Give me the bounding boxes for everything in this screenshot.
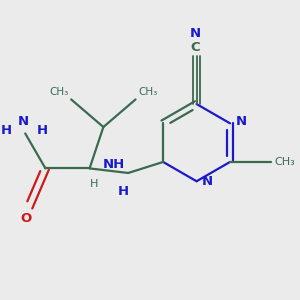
Text: C: C bbox=[191, 41, 200, 54]
Text: N: N bbox=[202, 175, 213, 188]
Text: N: N bbox=[190, 27, 201, 40]
Text: H: H bbox=[36, 124, 47, 137]
Text: CH₃: CH₃ bbox=[274, 157, 295, 167]
Text: H: H bbox=[1, 124, 12, 137]
Text: CH₃: CH₃ bbox=[138, 87, 158, 97]
Text: H: H bbox=[118, 185, 129, 198]
Text: N: N bbox=[18, 115, 29, 128]
Text: NH: NH bbox=[103, 158, 125, 171]
Text: N: N bbox=[236, 115, 247, 128]
Text: CH₃: CH₃ bbox=[49, 87, 68, 97]
Text: H: H bbox=[90, 179, 98, 189]
Text: O: O bbox=[20, 212, 32, 225]
